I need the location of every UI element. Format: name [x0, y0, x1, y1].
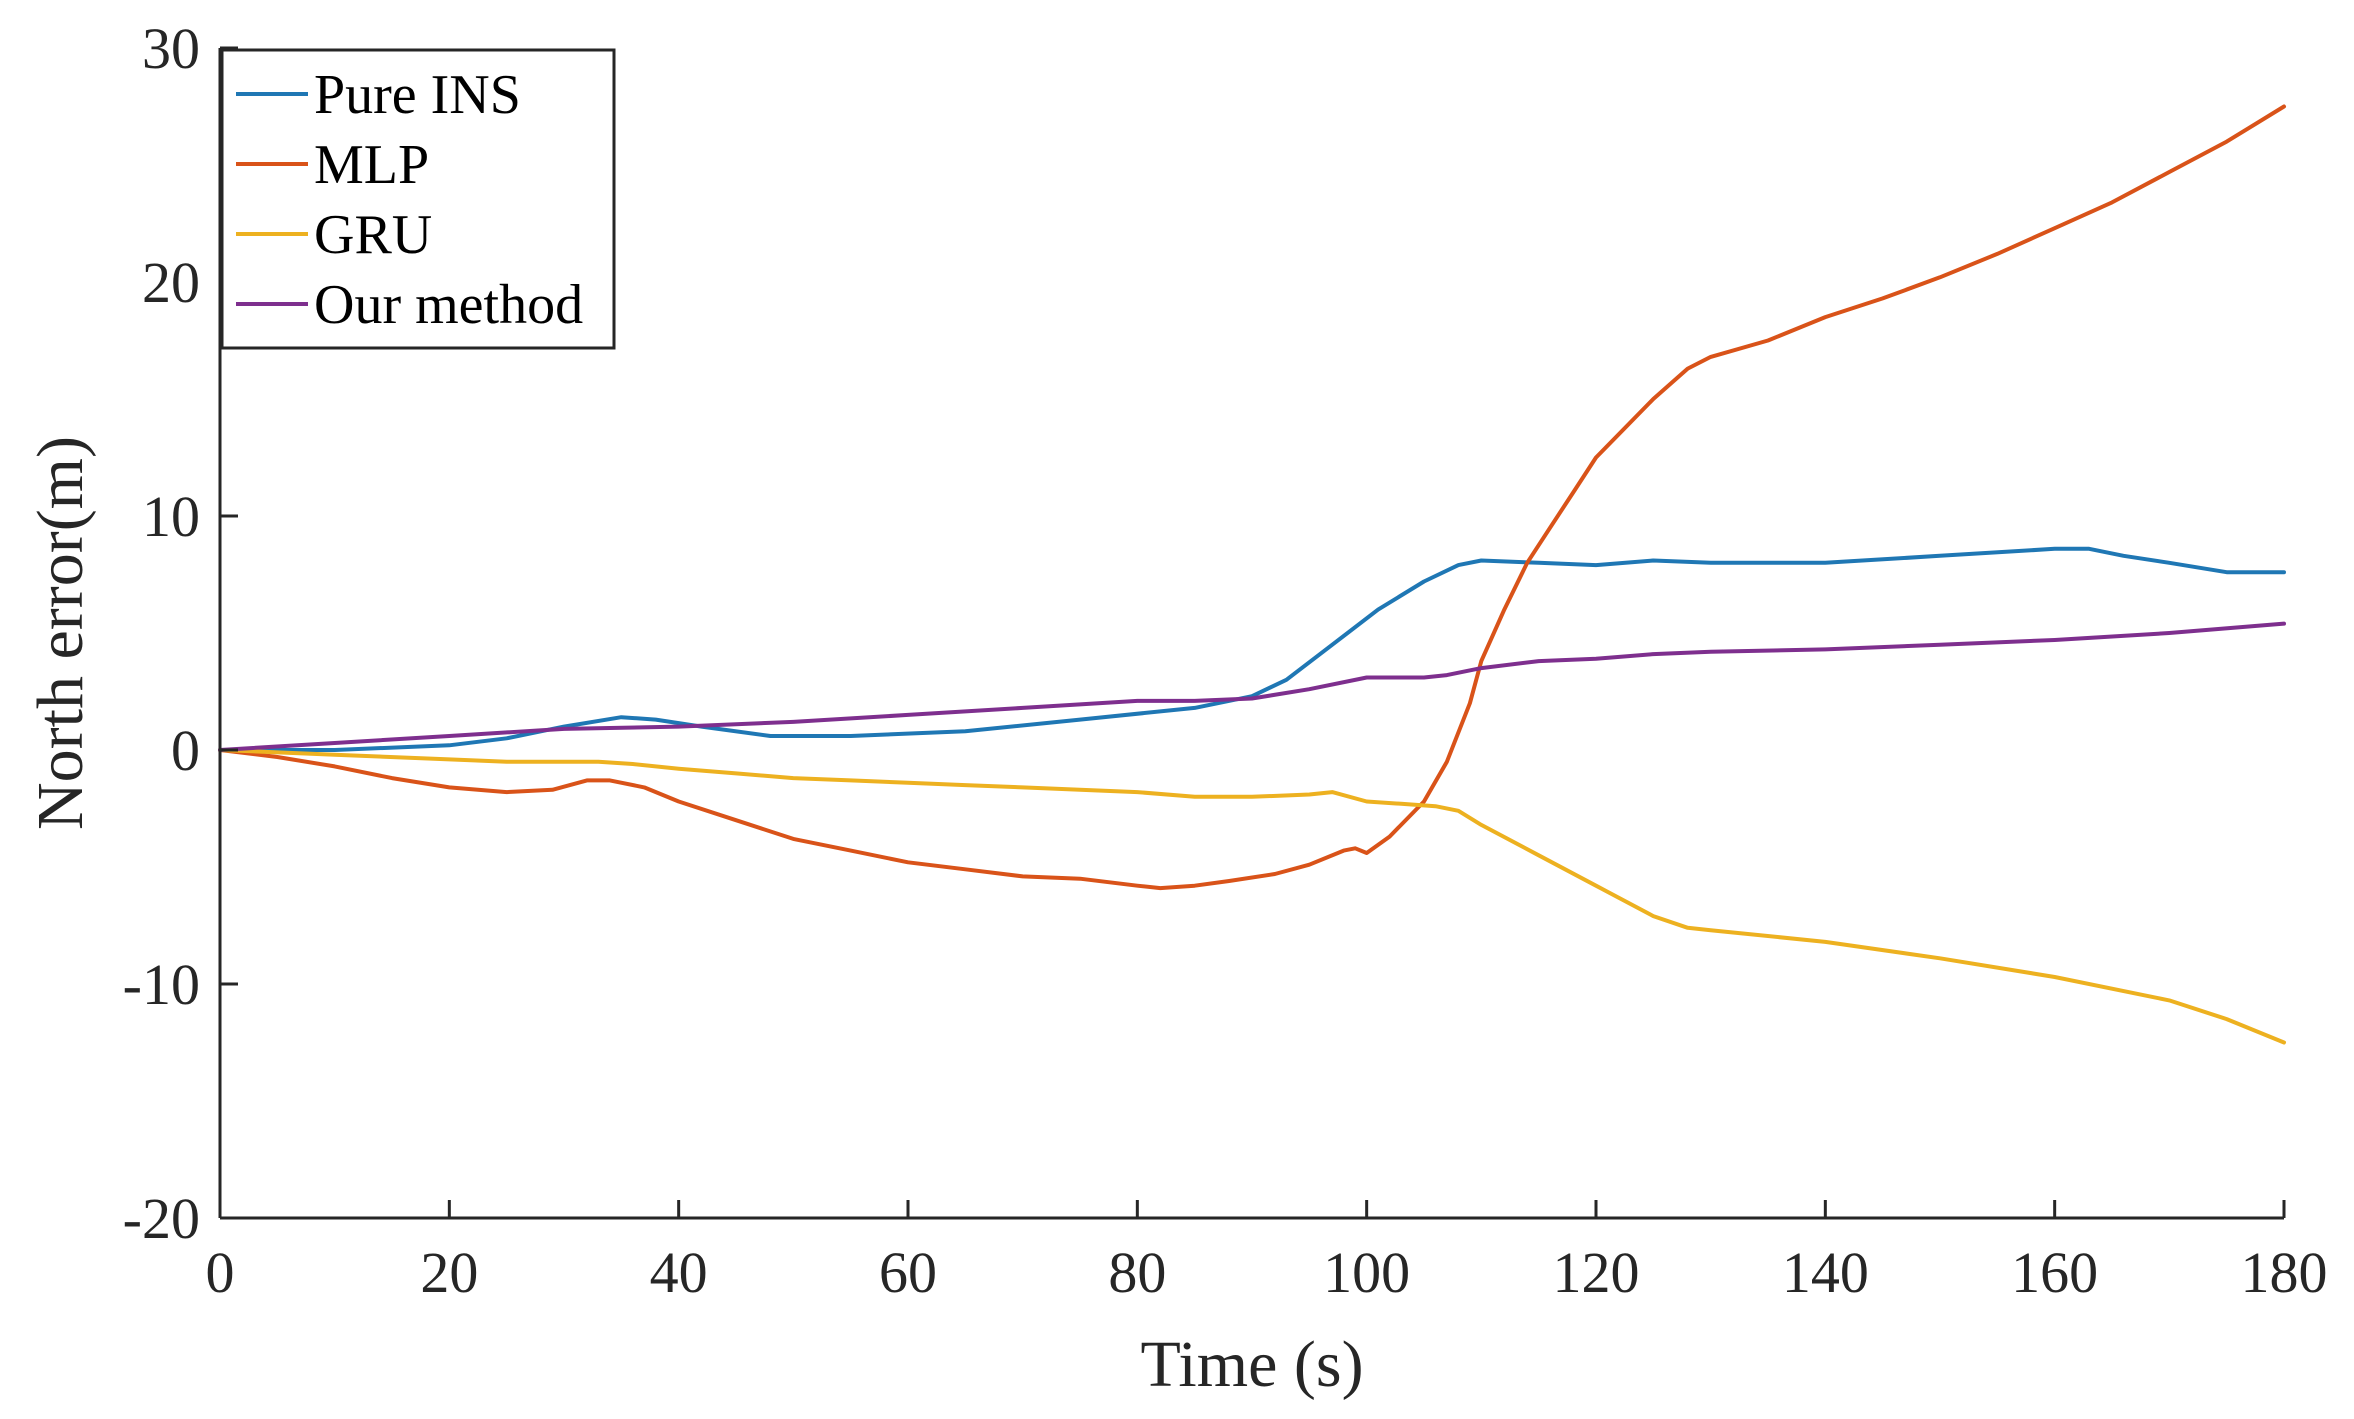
series-line-mlp	[218, 104, 2286, 891]
y-tick-label: -10	[123, 952, 200, 1017]
series-line-our-method	[218, 621, 2286, 752]
y-tick-label: 20	[142, 250, 200, 315]
x-tick-label: 120	[1553, 1240, 1640, 1305]
y-tick-label: 10	[142, 484, 200, 549]
y-axis-label: North error(m)	[24, 436, 97, 830]
x-tick-label: 0	[206, 1240, 235, 1305]
legend-label: GRU	[314, 204, 432, 266]
x-ticks: 0 20 40 60 80 100 120 140 160 180	[206, 1200, 2328, 1305]
legend-label: MLP	[314, 134, 429, 196]
x-tick-label: 80	[1108, 1240, 1166, 1305]
x-axis-label: Time (s)	[1140, 1328, 1363, 1401]
x-tick-label: 40	[650, 1240, 708, 1305]
legend-label: Pure INS	[314, 64, 521, 126]
series-layer	[218, 104, 2286, 1045]
x-tick-label: 180	[2241, 1240, 2328, 1305]
y-ticks: -20 -10 0 10 20 30	[123, 16, 238, 1251]
x-tick-label: 100	[1323, 1240, 1410, 1305]
legend-label: Our method	[314, 274, 583, 336]
legend-box	[220, 48, 616, 350]
x-tick-label: 140	[1782, 1240, 1869, 1305]
x-tick-label: 60	[879, 1240, 937, 1305]
x-tick-label: 160	[2011, 1240, 2098, 1305]
y-tick-label: 30	[142, 16, 200, 81]
series-line-gru	[218, 748, 2286, 1045]
x-tick-label: 20	[420, 1240, 478, 1305]
series-line-pure-ins	[218, 546, 2286, 752]
axes-layer	[218, 48, 2284, 1220]
y-tick-label: -20	[123, 1186, 200, 1251]
legend: Pure INS MLP GRU Our method	[220, 48, 616, 350]
y-tick-label: 0	[171, 718, 200, 783]
